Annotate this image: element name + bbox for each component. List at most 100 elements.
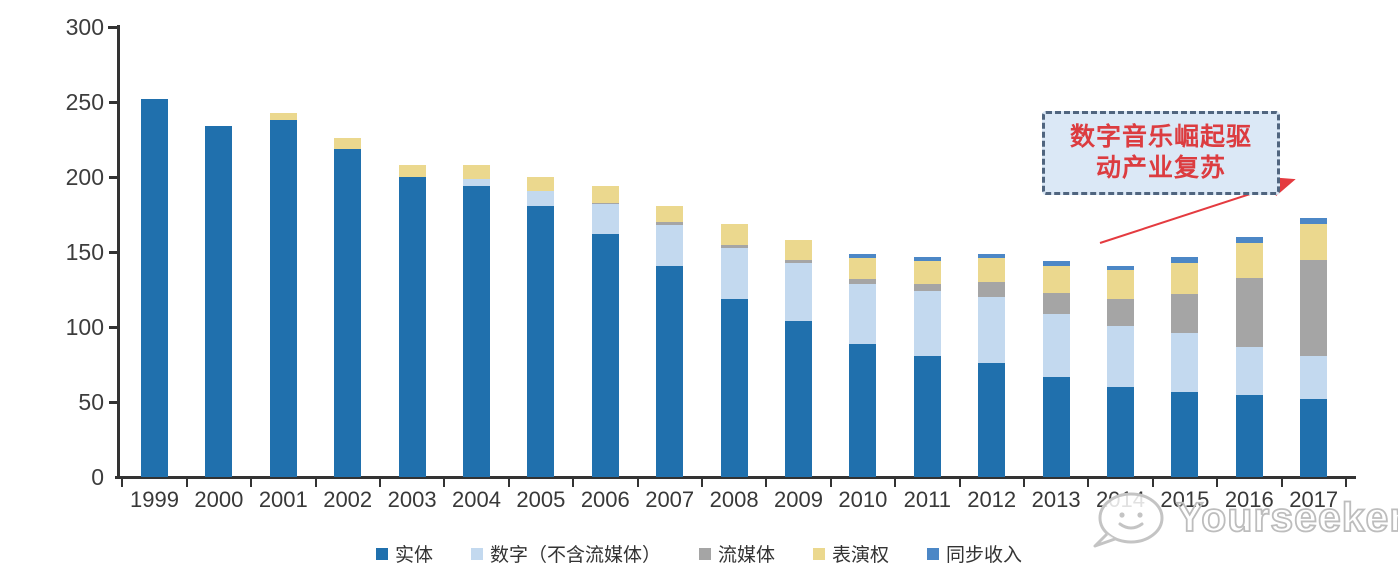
x-axis-tick — [314, 479, 317, 487]
x-axis-label: 2002 — [323, 487, 373, 512]
bar-segment-2013 — [1042, 313, 1070, 377]
x-axis-label: 2008 — [709, 487, 759, 512]
y-axis-tick — [109, 101, 118, 104]
bar-segment-2017 — [1300, 355, 1328, 399]
bar-segment-2002 — [334, 138, 362, 149]
x-axis-tick — [1151, 479, 1154, 487]
bar-segment-2014 — [1107, 298, 1134, 326]
bar-segment-2005 — [527, 205, 555, 477]
bar-segment-2001 — [269, 120, 297, 477]
bar-segment-2010 — [849, 258, 877, 279]
bar-segment-2010 — [849, 253, 877, 258]
x-axis-label: 2013 — [1031, 487, 1081, 512]
y-axis-label: 100 — [65, 314, 104, 340]
x-axis-label: 2005 — [516, 487, 566, 512]
x-axis-tick — [507, 479, 510, 487]
x-axis-tick — [443, 479, 446, 487]
y-axis-tick — [109, 326, 118, 329]
legend: 实体 数字（不含流媒体） 流媒体 表演权 同步收入 — [0, 540, 1398, 567]
bar-segment-2012 — [978, 282, 1006, 297]
watermark-text: Yourseeker — [1175, 493, 1398, 541]
bar-segment-2007 — [656, 265, 684, 477]
bar-segment-2007 — [656, 222, 684, 225]
bar-segment-2004 — [463, 165, 490, 179]
x-axis-label: 2015 — [1160, 487, 1210, 512]
bar-segment-2017 — [1300, 259, 1328, 356]
bar-segment-2016 — [1235, 237, 1263, 243]
legend-swatch-icon — [698, 547, 711, 560]
legend-label: 表演权 — [832, 545, 890, 566]
bar-segment-2014 — [1107, 265, 1134, 270]
y-axis-line — [117, 25, 120, 479]
bar-segment-2011 — [913, 355, 941, 477]
y-axis-label: 50 — [78, 389, 104, 415]
bar-segment-2013 — [1042, 292, 1070, 314]
x-axis-tick — [378, 479, 381, 487]
bar-segment-2010 — [849, 279, 877, 284]
x-axis-tick — [1216, 479, 1219, 487]
x-axis-label: 2010 — [838, 487, 888, 512]
x-axis-label: 2011 — [903, 487, 951, 512]
bar-segment-2011 — [913, 283, 941, 291]
bar-segment-2015 — [1171, 391, 1199, 477]
legend-item: 流媒体 — [698, 540, 775, 567]
bar-segment-2017 — [1300, 223, 1328, 260]
x-axis-tick — [1280, 479, 1283, 487]
watermark-smiley-bubble-icon — [1093, 492, 1164, 548]
y-axis-label: 300 — [65, 14, 104, 40]
y-axis-label: 150 — [65, 239, 104, 265]
bar-segment-2009 — [785, 240, 812, 260]
x-axis-label: 2003 — [387, 487, 437, 512]
bar-segment-2012 — [978, 253, 1006, 258]
x-axis-tick — [829, 479, 832, 487]
bar-segment-2014 — [1107, 325, 1134, 387]
bar-segment-2012 — [978, 297, 1006, 363]
x-axis-label: 1999 — [130, 487, 179, 512]
x-axis-tick — [765, 479, 768, 487]
y-axis-tick — [109, 176, 118, 179]
bar-segment-2008 — [720, 223, 748, 245]
bar-segment-2006 — [591, 204, 619, 234]
bar-segment-2014 — [1107, 270, 1134, 299]
bar-segment-2005 — [527, 190, 555, 206]
bar-segment-2013 — [1042, 265, 1070, 293]
legend-item: 数字（不含流媒体） — [470, 540, 661, 567]
legend-swatch-icon — [470, 547, 483, 560]
bar-segment-2001 — [269, 112, 297, 120]
legend-label: 同步收入 — [946, 545, 1023, 566]
x-axis-label: 2001 — [258, 487, 308, 512]
bar-segment-2010 — [849, 343, 877, 477]
x-axis-tick — [185, 479, 188, 487]
bar-segment-2008 — [720, 247, 748, 299]
x-axis-tick — [1344, 479, 1347, 487]
x-axis-tick — [250, 479, 253, 487]
bar-segment-2009 — [785, 259, 812, 263]
legend-swatch-icon — [375, 547, 388, 560]
annotation-text-line2: 动产业复苏 — [1095, 154, 1226, 182]
bar-segment-2016 — [1235, 346, 1263, 395]
x-axis-tick — [700, 479, 703, 487]
legend-swatch-icon — [927, 547, 940, 560]
bar-segment-2009 — [785, 262, 812, 321]
y-axis-label: 250 — [65, 89, 104, 115]
bar-segment-2008 — [720, 298, 748, 477]
bar-segment-2015 — [1171, 262, 1199, 294]
x-axis-tick — [121, 479, 124, 487]
bar-segment-2011 — [913, 256, 941, 261]
x-axis-label: 2000 — [194, 487, 244, 512]
y-axis-label: 200 — [65, 164, 104, 190]
bar-segment-2014 — [1107, 387, 1134, 477]
x-axis-label: 2009 — [774, 487, 823, 512]
bar-segment-2006 — [591, 234, 619, 477]
bar-segment-2015 — [1171, 294, 1199, 333]
x-axis-label: 2017 — [1289, 487, 1339, 512]
annotation-text-line1: 数字音乐崛起驱 — [1069, 123, 1252, 151]
bar-segment-2016 — [1235, 394, 1263, 477]
bar-segment-2004 — [463, 186, 490, 477]
legend-label: 流媒体 — [717, 545, 775, 566]
bar-segment-2016 — [1235, 277, 1263, 347]
x-axis-tick — [572, 479, 575, 487]
bar-segment-1999 — [141, 99, 168, 477]
bar-segment-2006 — [591, 186, 619, 203]
